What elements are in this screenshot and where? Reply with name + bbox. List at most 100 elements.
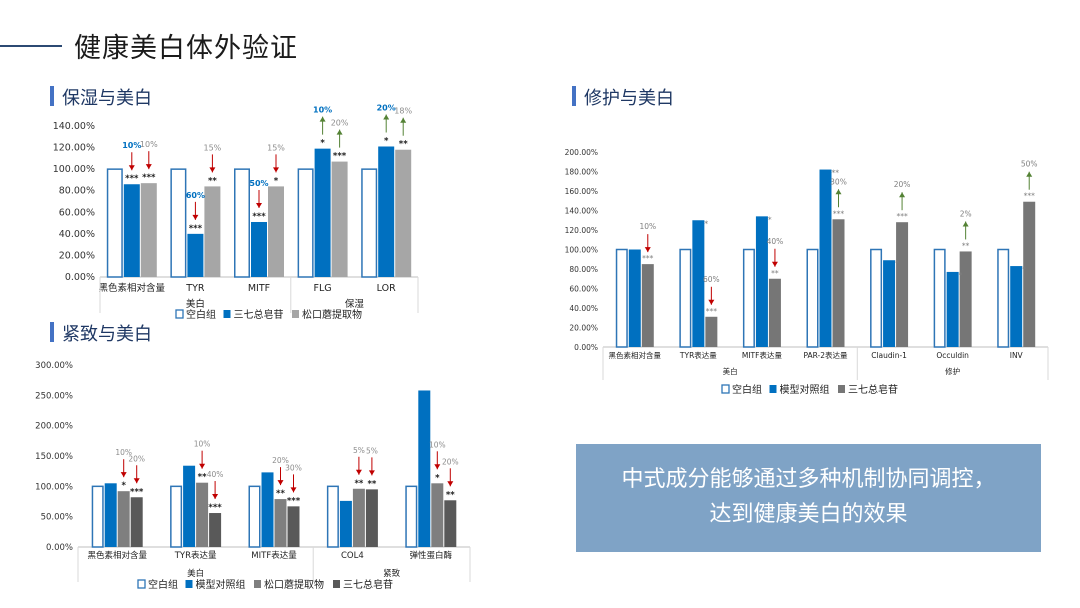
repair-pct-2: 40%: [767, 237, 784, 246]
firming-bar-1-0: [170, 485, 183, 548]
repair-legend-label-1: 模型对照组: [780, 383, 830, 396]
firming-bar-1-2: [196, 482, 209, 547]
firming-arrow-3-0-head: [355, 469, 362, 475]
firming-bar-1-1: [183, 465, 196, 547]
repair-sig-5-a: *: [959, 271, 963, 280]
conclusion-box: 中式成分能够通过多种机制协同调控， 达到健康美白的效果: [576, 444, 1041, 552]
moisture-bar-2-1: [251, 221, 267, 277]
firming-ytick-0: 0.00%: [46, 543, 73, 553]
repair-bar-5-0: [933, 248, 946, 348]
repair-ytick-6: 120.00%: [565, 226, 598, 235]
repair-legend-swatch-1: [769, 385, 777, 393]
repair-pct-0: 10%: [639, 222, 656, 231]
repair-ytick-7: 140.00%: [565, 207, 598, 216]
section-title-moisture: 保湿与美白: [50, 84, 152, 110]
firming-legend-swatch-3: [333, 580, 340, 588]
repair-bar-1-0: [679, 248, 692, 348]
moisture-arrow-2-0-head: [256, 202, 262, 208]
repair-legend-swatch-2: [838, 385, 845, 393]
moisture-ytick-0: 0.00%: [65, 272, 95, 283]
firming-bar-2-2: [274, 499, 287, 547]
moisture-arrow-4-0-head: [383, 114, 390, 120]
moisture-arrow-2-1-head: [273, 167, 279, 173]
moisture-bar-2-0: [234, 168, 250, 278]
moisture-sig-2-1: *: [274, 176, 279, 186]
moisture-category-label-2: MITF: [248, 283, 270, 294]
moisture-ytick-4: 80.00%: [59, 186, 95, 197]
repair-bar-5-1: [946, 271, 959, 347]
moisture-ytick-7: 140.00%: [53, 121, 95, 132]
repair-bar-0-0: [615, 248, 628, 348]
moisture-bar-3-2: [331, 161, 348, 277]
firming-pct-3-0: 5%: [353, 446, 365, 455]
firming-arrow-0-0-head: [120, 472, 127, 478]
firming-bar-2-0: [248, 485, 261, 548]
repair-ytick-2: 40.00%: [569, 304, 598, 313]
moisture-arrow-4-1-head: [400, 117, 407, 123]
firming-pct-1-1: 40%: [207, 470, 224, 479]
firming-category-label-2: MITF表达量: [251, 550, 297, 561]
moisture-pct-1-0: 60%: [186, 191, 205, 200]
moisture-ytick-1: 20.00%: [59, 250, 95, 261]
firming-ytick-5: 250.00%: [35, 391, 73, 401]
moisture-legend-swatch-1: [223, 310, 231, 318]
firming-ytick-3: 150.00%: [35, 452, 73, 462]
moisture-arrow-3-0-head: [319, 116, 326, 122]
firming-sig-1-1: ***: [208, 503, 222, 513]
firming-bar-4-3: [444, 500, 457, 547]
firming-bar-0-1: [104, 483, 117, 547]
repair-category-label-2: MITF表达量: [742, 350, 783, 360]
repair-bar-4-1: [883, 260, 896, 347]
firming-arrow-3-1-head: [368, 470, 375, 476]
firming-bar-4-2: [431, 483, 444, 547]
moisture-bar-3-0: [297, 168, 314, 278]
moisture-bar-1-0: [170, 168, 187, 278]
repair-category-label-3: PAR-2表达量: [803, 350, 848, 360]
firming-pct-2-1: 30%: [285, 463, 302, 472]
moisture-legend-label-1: 三七总皂苷: [234, 308, 284, 321]
repair-ytick-0: 0.00%: [574, 343, 598, 352]
repair-bar-3-1: [819, 169, 832, 347]
firming-pct-0-0: 10%: [115, 448, 132, 457]
repair-bar-2-0: [742, 248, 755, 348]
moisture-ytick-3: 60.00%: [59, 207, 95, 218]
moisture-sig-2-0: ***: [252, 212, 266, 222]
moisture-bar-0-1: [123, 184, 140, 277]
repair-ytick-8: 160.00%: [565, 187, 598, 196]
moisture-sig-3-0: *: [320, 139, 325, 149]
moisture-sig-1-1: **: [208, 176, 217, 186]
firming-category-label-4: 弹性蛋白酶: [410, 550, 453, 561]
moisture-sig-1-0: ***: [189, 224, 203, 234]
repair-bar-6-1: [1010, 266, 1023, 347]
firming-bar-1-3: [209, 513, 222, 547]
moisture-bar-4-0: [361, 168, 378, 278]
repair-group-label-1: 修护: [945, 366, 960, 376]
firming-arrow-2-0-head: [277, 480, 284, 486]
firming-bar-2-1: [261, 472, 274, 547]
repair-bar-4-2: [896, 222, 909, 347]
repair-bar-6-0: [997, 248, 1010, 348]
repair-pct-6: 50%: [1021, 160, 1038, 169]
repair-arrow-5-head: [962, 221, 969, 227]
firming-arrow-4-0-head: [434, 464, 441, 470]
repair-bar-1-1: [692, 220, 705, 347]
repair-sig-3-a: **: [832, 169, 840, 178]
firming-sig-0-1: ***: [130, 487, 144, 497]
repair-group-label-0: 美白: [723, 366, 738, 376]
firming-ytick-6: 300.00%: [35, 361, 73, 371]
firming-arrow-4-1-head: [447, 481, 454, 487]
firming-pct-2-0: 20%: [272, 456, 289, 465]
repair-sig-5-b: **: [962, 241, 970, 250]
repair-category-label-4: Claudin-1: [871, 351, 907, 360]
firming-pct-3-1: 5%: [366, 446, 378, 455]
firming-group-label-1: 紧致: [383, 568, 401, 579]
firming-pct-4-0: 10%: [429, 440, 446, 449]
firming-pct-1-0: 10%: [194, 440, 211, 449]
moisture-legend-swatch-2: [292, 310, 299, 318]
moisture-bar-1-2: [204, 186, 221, 277]
moisture-category-label-0: 黑色素相对含量: [99, 282, 166, 294]
moisture-pct-3-1: 20%: [331, 119, 349, 128]
firming-bar-3-1: [339, 500, 352, 547]
firming-legend-swatch-2: [254, 580, 261, 588]
conclusion-line-1: 中式成分能够通过多种机制协同调控，: [621, 467, 996, 492]
